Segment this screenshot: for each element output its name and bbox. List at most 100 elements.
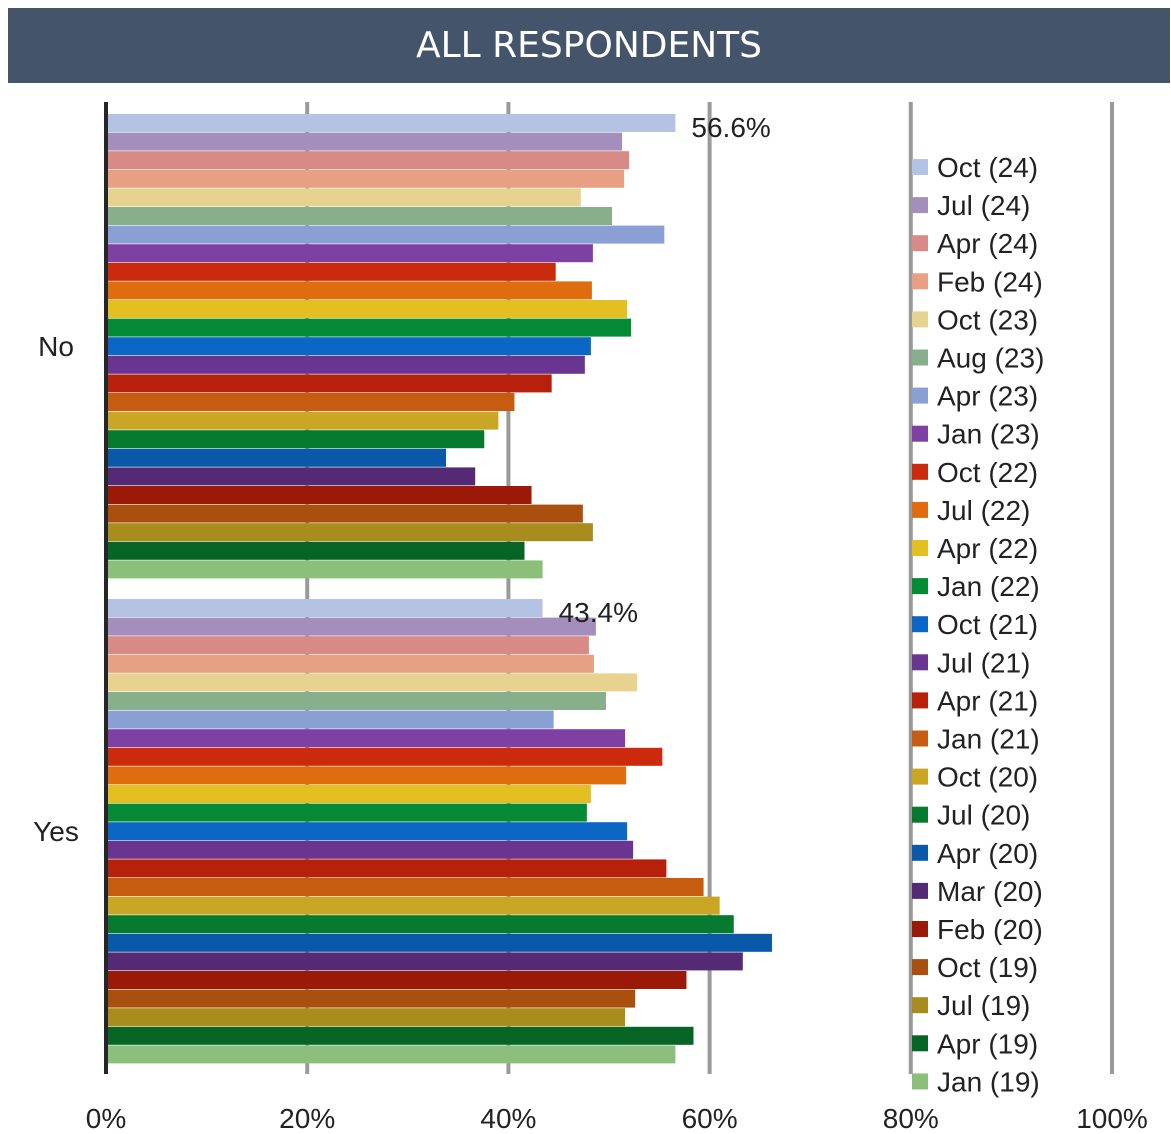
- bar: [106, 393, 515, 411]
- bar: [106, 822, 628, 841]
- bar: [106, 448, 447, 467]
- bar: [106, 467, 476, 486]
- legend-swatch: [912, 654, 928, 671]
- bar: [106, 337, 591, 356]
- bar: [106, 1045, 676, 1064]
- legend-label: Jul (20): [937, 800, 1030, 831]
- chart-title: ALL RESPONDENTS: [415, 25, 762, 66]
- bar: [106, 915, 734, 934]
- legend-label: Apr (22): [937, 533, 1038, 564]
- legend-label: Jan (21): [937, 724, 1040, 755]
- legend-swatch: [912, 692, 928, 709]
- legend-label: Apr (23): [937, 381, 1038, 412]
- category-label: No: [38, 331, 74, 362]
- legend-swatch: [912, 501, 928, 518]
- legend-swatch: [912, 1073, 928, 1090]
- chart-title-banner: ALL RESPONDENTS: [8, 8, 1170, 83]
- legend-swatch: [912, 997, 928, 1014]
- bar: [106, 486, 532, 504]
- bar: [106, 896, 720, 915]
- legend-swatch: [912, 959, 928, 976]
- legend-swatch: [912, 1035, 928, 1052]
- legend-swatch: [912, 578, 928, 595]
- bar: [106, 599, 543, 617]
- legend-swatch: [912, 844, 928, 861]
- bar: [106, 636, 589, 655]
- legend-swatch: [912, 349, 928, 366]
- bar: [106, 859, 667, 878]
- category-label: Yes: [33, 816, 79, 847]
- legend-label: Oct (22): [937, 457, 1038, 488]
- bar: [106, 318, 632, 337]
- legend-label: Oct (21): [937, 609, 1038, 640]
- bar: [106, 654, 594, 673]
- legend-swatch: [912, 197, 928, 214]
- bar: [106, 188, 581, 207]
- legend-label: Apr (19): [937, 1028, 1038, 1059]
- legend-swatch: [912, 616, 928, 633]
- bar: [106, 933, 772, 952]
- bar: [106, 803, 587, 822]
- bar: [106, 673, 638, 692]
- legend-swatch: [912, 387, 928, 404]
- legend-label: Aug (23): [937, 343, 1044, 374]
- bar: [106, 729, 626, 748]
- bar: [106, 785, 591, 803]
- x-tick-labels: 0% 20% 40% 60% 80% 100%: [86, 1103, 1148, 1134]
- legend: Oct (24) Jul (24) Apr (24) Feb (24) Oct (23)…: [912, 152, 1044, 1097]
- bar: [106, 766, 627, 785]
- legend-swatch: [912, 730, 928, 747]
- legend-swatch: [912, 921, 928, 937]
- bars: [106, 114, 772, 1064]
- legend-label: Apr (21): [937, 685, 1038, 716]
- bar: [106, 504, 583, 523]
- legend-label: Jul (22): [937, 495, 1030, 526]
- legend-label: Jan (22): [937, 571, 1040, 602]
- legend-label: Jul (19): [937, 990, 1030, 1021]
- x-tick-label: 60%: [682, 1103, 738, 1134]
- bar: [106, 971, 687, 989]
- legend-swatch: [912, 882, 928, 899]
- data-labels: 56.6% 43.4%: [559, 112, 771, 628]
- data-label: 43.4%: [559, 597, 638, 628]
- legend-swatch: [912, 425, 928, 442]
- legend-label: Jul (21): [937, 647, 1030, 678]
- bar: [106, 560, 543, 579]
- bar: [106, 617, 596, 636]
- bar: [106, 355, 585, 374]
- legend-label: Feb (20): [937, 914, 1043, 945]
- x-tick-label: 100%: [1076, 1103, 1148, 1134]
- bar: [106, 244, 593, 263]
- legend-swatch: [912, 463, 928, 480]
- legend-label: Oct (24): [937, 152, 1038, 183]
- legend-label: Jan (23): [937, 419, 1040, 450]
- bar: [106, 1008, 626, 1027]
- bar: [106, 989, 636, 1008]
- bar: [106, 151, 630, 170]
- bar: [106, 692, 606, 710]
- bar: [106, 114, 676, 132]
- x-tick-label: 40%: [480, 1103, 536, 1134]
- bar: [106, 1026, 694, 1045]
- data-label: 56.6%: [691, 112, 770, 143]
- bar: [106, 411, 499, 430]
- legend-label: Oct (20): [937, 762, 1038, 793]
- bar: [106, 300, 628, 318]
- x-tick-label: 20%: [279, 1103, 335, 1134]
- legend-label: Oct (19): [937, 952, 1038, 983]
- legend-label: Apr (20): [937, 838, 1038, 869]
- category-labels: No Yes: [33, 331, 79, 847]
- x-tick-label: 80%: [883, 1103, 939, 1134]
- legend-label: Jan (19): [937, 1066, 1040, 1097]
- legend-label: Apr (24): [937, 228, 1038, 259]
- legend-swatch: [912, 159, 928, 175]
- bar: [106, 225, 665, 244]
- bar: [106, 169, 625, 188]
- legend-swatch: [912, 273, 928, 290]
- bar: [106, 878, 704, 896]
- legend-label: Oct (23): [937, 304, 1038, 335]
- legend-label: Mar (20): [937, 876, 1043, 907]
- bar: [106, 747, 663, 766]
- legend-swatch: [912, 806, 928, 823]
